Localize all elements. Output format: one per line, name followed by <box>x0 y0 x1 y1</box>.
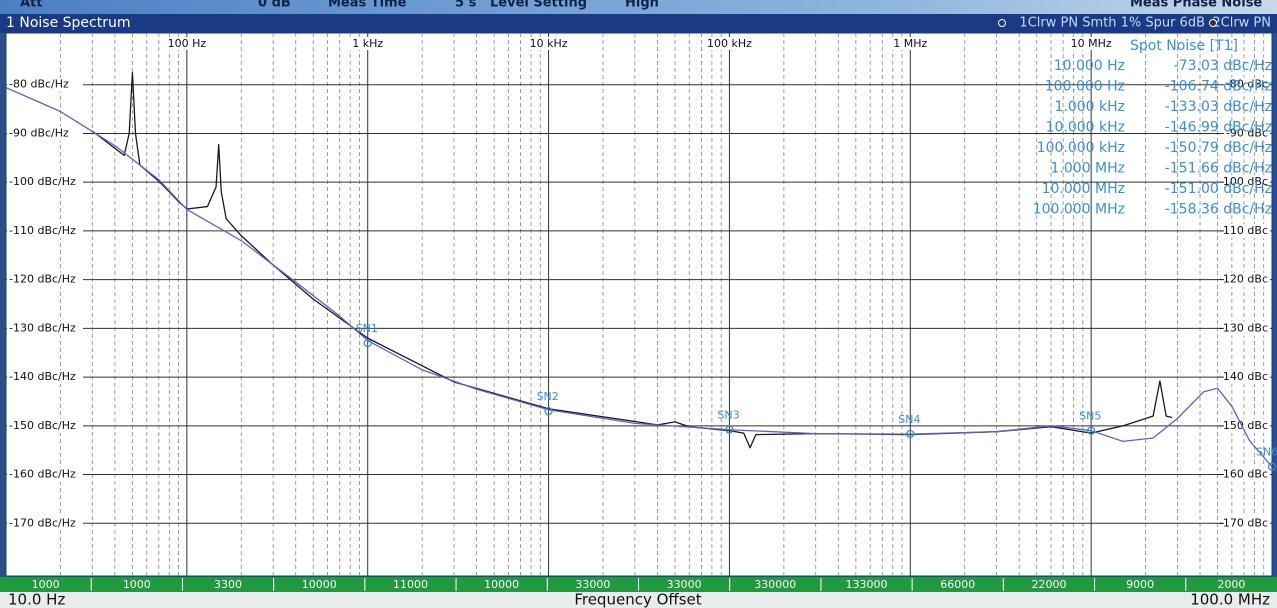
spot-value: -133.03 dBc/Hz <box>1165 99 1272 115</box>
stop-frequency: 100.0 MHz <box>1190 591 1270 608</box>
header-item: 0 dB <box>258 0 291 11</box>
y-tick-label: -120 dBc/Hz <box>9 273 76 286</box>
window-title: 1 Noise Spectrum <box>6 15 130 31</box>
segment-value: 330000 <box>754 578 796 591</box>
y-tick-label: -130 dBc/Hz <box>9 321 76 334</box>
spot-value: -73.03 dBc/Hz <box>1174 58 1272 74</box>
x-axis-title: Frequency Offset <box>574 591 701 608</box>
x-tick-label: 100 Hz <box>168 37 207 50</box>
y-tick-label: -100 dBc/Hz <box>9 175 76 188</box>
legend-entry: 1Clrw PN Smth 1% Spur 6dB <box>1019 16 1205 31</box>
y2-tick-label: -130 dBc <box>1219 321 1268 334</box>
spot-frequency: 100.000 Hz <box>1045 79 1125 95</box>
marker-label: SN4 <box>898 413 920 426</box>
segment-value: 11000 <box>393 578 428 591</box>
x-tick-label: 10 kHz <box>530 37 568 50</box>
header-item: High <box>625 0 659 11</box>
analyzer-screen: 1 Noise Spectrum 10.0 Hz Frequency Offse… <box>0 0 1277 608</box>
spot-noise-title: Spot Noise [T1] <box>1130 38 1238 54</box>
legend-entry: 2Clrw PN <box>1212 16 1271 31</box>
header-item: 5 s <box>455 0 477 11</box>
y2-tick-label: -120 dBc <box>1219 273 1268 286</box>
y-tick-label: -140 dBc/Hz <box>9 370 76 383</box>
spot-frequency: 100.000 kHz <box>1037 140 1125 156</box>
x-tick-label: 1 kHz <box>352 37 383 50</box>
spot-value: -158.36 dBc/Hz <box>1165 202 1272 218</box>
header-item: Level Setting <box>490 0 587 11</box>
spot-value: -151.66 dBc/Hz <box>1165 161 1272 177</box>
spot-frequency: 10.000 kHz <box>1046 120 1125 136</box>
marker-label: SN3 <box>717 409 739 422</box>
y-tick-label: -80 dBc/Hz <box>9 78 69 91</box>
marker-label: SN1 <box>356 322 378 335</box>
spot-frequency: 10.000 MHz <box>1042 181 1125 197</box>
spot-frequency: 1.000 MHz <box>1051 161 1125 177</box>
segment-value: 10000 <box>302 578 337 591</box>
segment-value: 33000 <box>667 578 702 591</box>
segment-value: 22000 <box>1031 578 1066 591</box>
spot-value: -106.74 dBc/Hz <box>1165 79 1272 95</box>
y-tick-label: -150 dBc/Hz <box>9 419 76 432</box>
segment-value: 66000 <box>940 578 975 591</box>
spot-frequency: 10.000 Hz <box>1054 58 1125 74</box>
header-item: Meas Time <box>328 0 407 11</box>
header-item: Att <box>20 0 43 11</box>
segment-value: 9000 <box>1126 578 1154 591</box>
marker-label: SN2 <box>537 390 559 403</box>
y2-tick-label: -110 dBc <box>1219 224 1268 237</box>
y-tick-label: -110 dBc/Hz <box>9 224 76 237</box>
x-tick-label: 1 MHz <box>893 37 927 50</box>
x-tick-label: 10 MHz <box>1071 37 1112 50</box>
marker-label: SN5 <box>1079 410 1101 423</box>
segment-value: 33000 <box>575 578 610 591</box>
y-tick-label: -90 dBc/Hz <box>9 126 69 139</box>
y-tick-label: -170 dBc/Hz <box>9 516 76 529</box>
start-frequency: 10.0 Hz <box>8 591 65 608</box>
page: 1 Noise Spectrum 10.0 Hz Frequency Offse… <box>0 0 1277 608</box>
segment-value: 1000 <box>32 578 60 591</box>
y2-tick-label: -170 dBc <box>1219 516 1268 529</box>
segment-value: 3300 <box>214 578 242 591</box>
y-tick-label: -160 dBc/Hz <box>9 468 76 481</box>
segment-value: 133000 <box>846 578 888 591</box>
spot-frequency: 1.000 kHz <box>1054 99 1125 115</box>
x-tick-label: 100 kHz <box>707 37 752 50</box>
spot-value: -151.00 dBc/Hz <box>1165 181 1272 197</box>
y2-tick-label: -160 dBc <box>1219 468 1268 481</box>
y2-tick-label: -140 dBc <box>1219 370 1268 383</box>
segment-value: 1000 <box>123 578 151 591</box>
segment-value: 10000 <box>484 578 519 591</box>
legend-symbol <box>1210 20 1217 27</box>
spot-value: -146.99 dBc/Hz <box>1165 120 1272 136</box>
spot-frequency: 100.000 MHz <box>1033 202 1125 218</box>
marker-label: SN6 <box>1256 446 1277 459</box>
segment-value: 2000 <box>1217 578 1245 591</box>
spot-value: -150.79 dBc/Hz <box>1165 140 1272 156</box>
header-item: Meas Phase Noise <box>1130 0 1262 11</box>
